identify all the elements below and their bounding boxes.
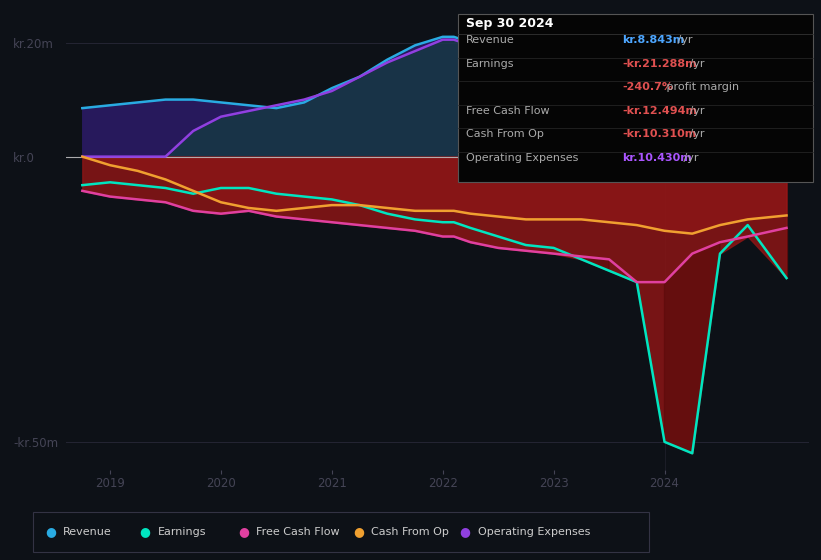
Text: ●: ●	[460, 525, 470, 539]
Text: ●: ●	[140, 525, 150, 539]
Text: -240.7%: -240.7%	[622, 82, 673, 92]
Text: ●: ●	[45, 525, 56, 539]
Text: kr.10.430m: kr.10.430m	[622, 153, 692, 163]
Text: Operating Expenses: Operating Expenses	[478, 527, 590, 537]
Text: Revenue: Revenue	[63, 527, 112, 537]
Text: Free Cash Flow: Free Cash Flow	[466, 106, 550, 116]
Text: Earnings: Earnings	[466, 59, 515, 69]
Text: -kr.10.310m: -kr.10.310m	[622, 129, 696, 139]
Text: /yr: /yr	[686, 106, 704, 116]
Text: Operating Expenses: Operating Expenses	[466, 153, 579, 163]
Text: ●: ●	[238, 525, 249, 539]
Text: ●: ●	[353, 525, 364, 539]
Text: /yr: /yr	[686, 129, 704, 139]
Text: /yr: /yr	[680, 153, 699, 163]
Text: Cash From Op: Cash From Op	[466, 129, 544, 139]
Text: -kr.12.494m: -kr.12.494m	[622, 106, 697, 116]
Text: /yr: /yr	[686, 59, 704, 69]
Text: kr.8.843m: kr.8.843m	[622, 35, 685, 45]
Text: Free Cash Flow: Free Cash Flow	[256, 527, 340, 537]
Text: -kr.21.288m: -kr.21.288m	[622, 59, 697, 69]
Text: profit margin: profit margin	[663, 82, 739, 92]
Text: Earnings: Earnings	[158, 527, 206, 537]
Text: Cash From Op: Cash From Op	[371, 527, 449, 537]
Text: Sep 30 2024: Sep 30 2024	[466, 17, 554, 30]
Text: Revenue: Revenue	[466, 35, 515, 45]
Text: /yr: /yr	[674, 35, 693, 45]
